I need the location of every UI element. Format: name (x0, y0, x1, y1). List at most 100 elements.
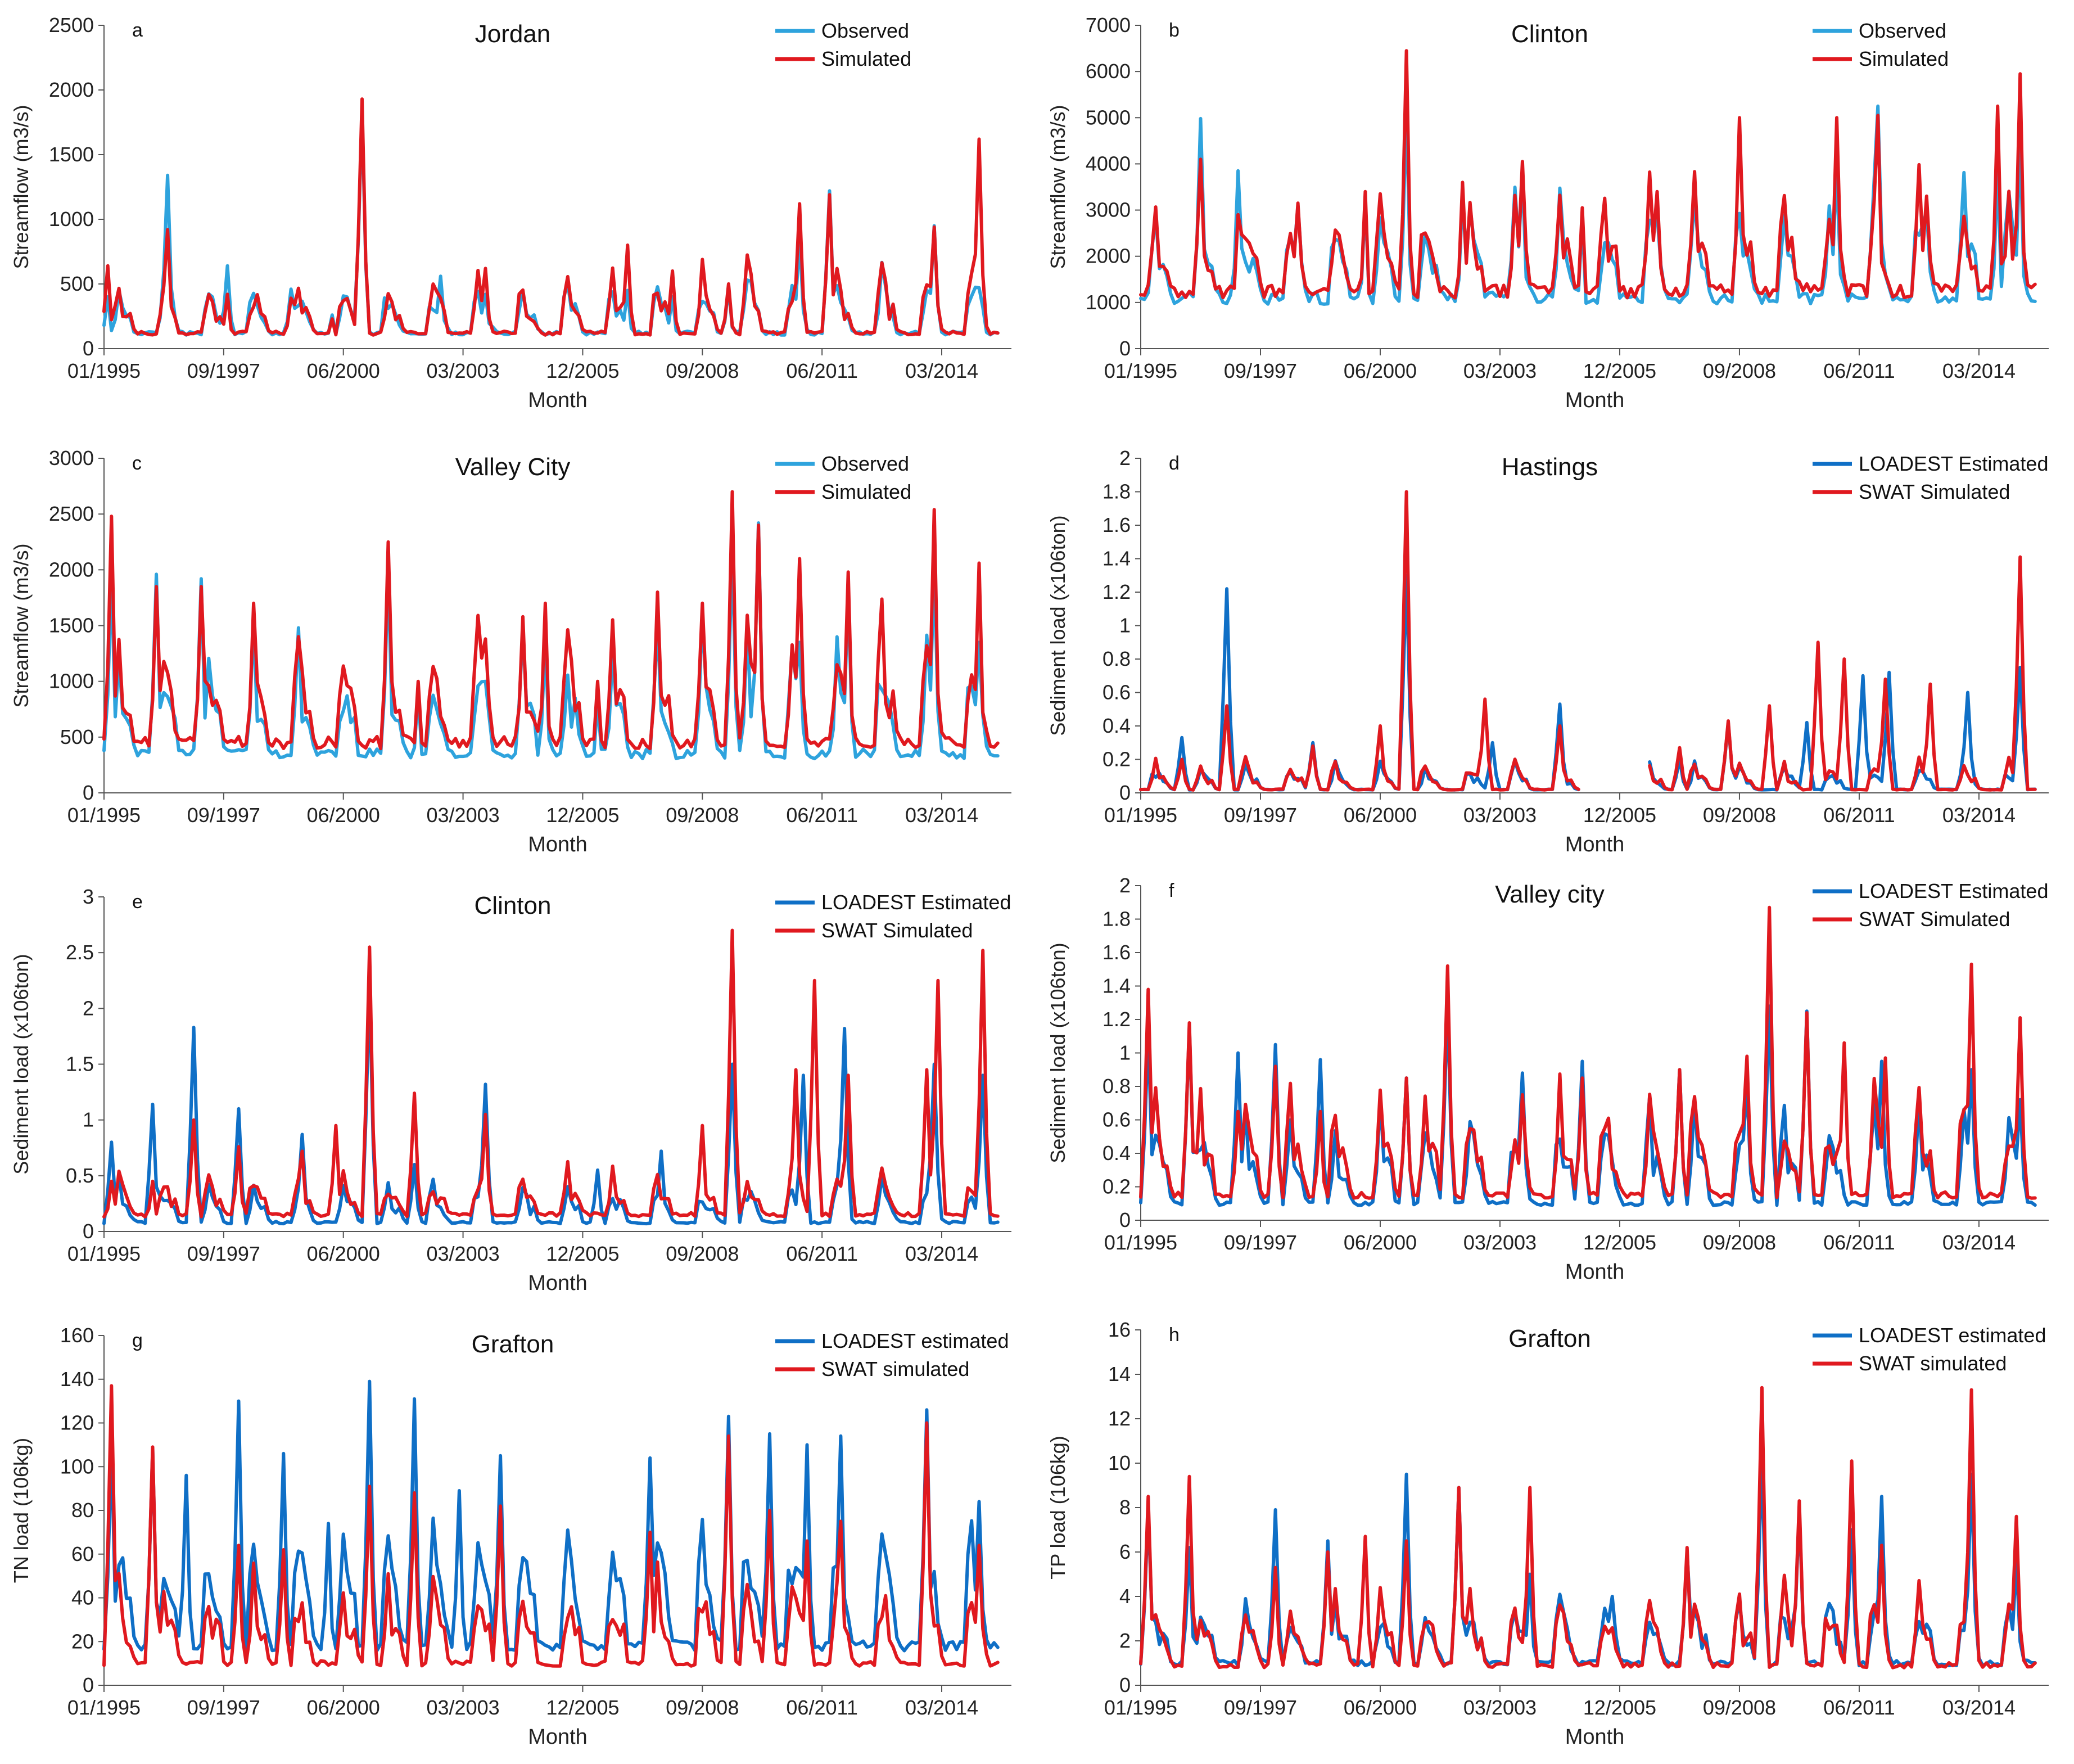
y-tick-label: 0.8 (1102, 1075, 1131, 1098)
x-tick-label: 09/2008 (666, 804, 739, 827)
chart-svg-b: 0 1000 2000 3000 4000 5000 6000 7000 01/1995 09/1… (1046, 13, 2049, 412)
legend-label: SWAT Simulated (821, 919, 973, 942)
y-tick-label: 160 (60, 1324, 94, 1347)
x-tick-label: 01/1995 (1104, 359, 1177, 382)
chart-title: Clinton (1511, 20, 1588, 48)
y-tick-label: 8 (1119, 1496, 1131, 1519)
panel-letter: a (132, 20, 143, 41)
panel-letter: f (1169, 880, 1174, 901)
x-tick-label: 03/2003 (427, 359, 500, 382)
x-tick-label: 01/1995 (67, 1696, 141, 1719)
y-tick-label: 1.2 (1102, 1008, 1131, 1031)
y-tick-label: 0.4 (1102, 714, 1131, 737)
y-tick-label: 1.5 (66, 1053, 94, 1076)
y-axis-label: Streamflow (m3/s) (10, 543, 33, 707)
x-tick-label: 03/2003 (1463, 804, 1537, 827)
series-line-simulated (1139, 49, 2037, 300)
series-line-loadest-estimated (102, 984, 1000, 1226)
chart-svg-e: 0 0.5 1 1.5 2 2.5 3 01/1995 09/1997 06/2000 03/200… (10, 885, 1011, 1295)
y-tick-label: 3 (83, 885, 94, 908)
y-tick-label: 0 (1119, 1673, 1131, 1697)
x-axis-label: Month (528, 1271, 588, 1295)
y-tick-label: 1000 (1086, 291, 1131, 314)
legend-label: Simulated (821, 480, 911, 503)
x-tick-label: 06/2011 (786, 1242, 857, 1265)
chart-title: Hastings (1502, 453, 1598, 481)
chart-title: Jordan (475, 20, 551, 48)
y-tick-label: 0 (83, 781, 94, 804)
y-tick-label: 1.4 (1102, 547, 1131, 570)
y-tick-label: 0.6 (1102, 681, 1131, 704)
x-tick-label: 06/2011 (1823, 359, 1895, 382)
legend-label: LOADEST estimated (821, 1329, 1009, 1352)
y-tick-label: 0 (1119, 337, 1131, 360)
series-line-swat-simulated (1139, 905, 2037, 1200)
x-axis-label: Month (1565, 1260, 1625, 1284)
x-tick-label: 06/2000 (307, 1242, 380, 1265)
chart-panel-f: 0 0.2 0.4 0.6 0.8 1 1.2 1.4 1.6 1.8 2 01/1995 09/199… (1037, 860, 2074, 1299)
series-line-simulated (102, 97, 1000, 337)
x-tick-label: 01/1995 (67, 1242, 141, 1265)
legend-label: LOADEST Estimated (821, 891, 1011, 914)
y-axis-label: TN load (106kg) (10, 1438, 33, 1583)
y-tick-label: 0 (83, 1220, 94, 1243)
panel-letter: g (132, 1330, 143, 1351)
x-tick-label: 03/2014 (1942, 1231, 2016, 1254)
legend-label: Simulated (821, 47, 911, 70)
x-tick-label: 03/2014 (1942, 359, 2016, 382)
x-tick-label: 09/2008 (666, 1696, 739, 1719)
y-tick-label: 2000 (1086, 245, 1131, 268)
x-axis-label: Month (1565, 1725, 1625, 1749)
x-axis-label: Month (528, 1725, 588, 1749)
series-line-swat-simulated (102, 1384, 1000, 1668)
x-tick-label: 06/2000 (307, 1696, 380, 1719)
x-tick-label: 12/2005 (1583, 1696, 1656, 1719)
y-tick-label: 2 (83, 996, 94, 1019)
y-tick-label: 2 (1119, 446, 1131, 470)
y-tick-label: 2500 (49, 13, 94, 37)
y-tick-label: 1.6 (1102, 941, 1131, 964)
chart-panel-a: 0 500 1000 1500 2000 2500 01/1995 09/1997 06/200… (0, 0, 1037, 427)
y-tick-label: 0.6 (1102, 1108, 1131, 1131)
legend-label: LOADEST estimated (1859, 1324, 2046, 1347)
x-tick-label: 06/2011 (786, 804, 857, 827)
chart-svg-d: 0 0.2 0.4 0.6 0.8 1 1.2 1.4 1.6 1.8 2 01/1995 09/199… (1046, 446, 2049, 856)
y-tick-label: 1 (1119, 614, 1131, 637)
x-tick-label: 12/2005 (546, 359, 619, 382)
x-axis-label: Month (528, 389, 588, 412)
y-tick-label: 1 (83, 1108, 94, 1131)
chart-title: Grafton (1508, 1325, 1591, 1352)
x-tick-label: 03/2003 (1463, 359, 1537, 382)
x-tick-label: 12/2005 (1583, 1231, 1656, 1254)
x-tick-label: 06/2000 (307, 359, 380, 382)
x-tick-label: 09/1997 (187, 804, 260, 827)
x-tick-label: 03/2003 (1463, 1231, 1537, 1254)
panel-letter: e (132, 891, 143, 913)
x-tick-label: 09/1997 (1224, 804, 1297, 827)
x-tick-label: 09/2008 (666, 1242, 739, 1265)
chart-panel-h: 0 2 4 6 8 10 12 14 16 01/1995 09/1997 06/2000 03/200… (1037, 1305, 2074, 1764)
panel-letter: d (1169, 453, 1180, 474)
x-tick-label: 12/2005 (1583, 804, 1656, 827)
x-axis-label: Month (1565, 833, 1625, 856)
y-tick-label: 2 (1119, 874, 1131, 897)
x-tick-label: 03/2014 (905, 1696, 978, 1719)
y-tick-label: 5000 (1086, 106, 1131, 129)
x-tick-label: 03/2014 (1942, 1696, 2016, 1719)
y-tick-label: 2.5 (66, 941, 94, 964)
chart-panel-b: 0 1000 2000 3000 4000 5000 6000 7000 01/1995 09/1… (1037, 0, 2074, 427)
chart-svg-g: 0 20 40 60 80 100 120 140 160 01/1995 09/1997 06/20… (10, 1324, 1011, 1749)
x-tick-label: 09/1997 (1224, 1231, 1297, 1254)
panel-letter: c (132, 453, 142, 474)
y-tick-label: 1000 (49, 207, 94, 231)
y-tick-label: 14 (1108, 1363, 1131, 1386)
y-tick-label: 140 (60, 1368, 94, 1391)
x-tick-label: 06/2000 (307, 804, 380, 827)
y-axis-label: Sediment load (x106ton) (1046, 942, 1069, 1163)
x-tick-label: 12/2005 (546, 1242, 619, 1265)
y-tick-label: 1500 (49, 143, 94, 166)
series-line-swat-simulated (1139, 1386, 2037, 1670)
y-tick-label: 0.2 (1102, 748, 1131, 771)
chart-title: Clinton (475, 892, 552, 919)
